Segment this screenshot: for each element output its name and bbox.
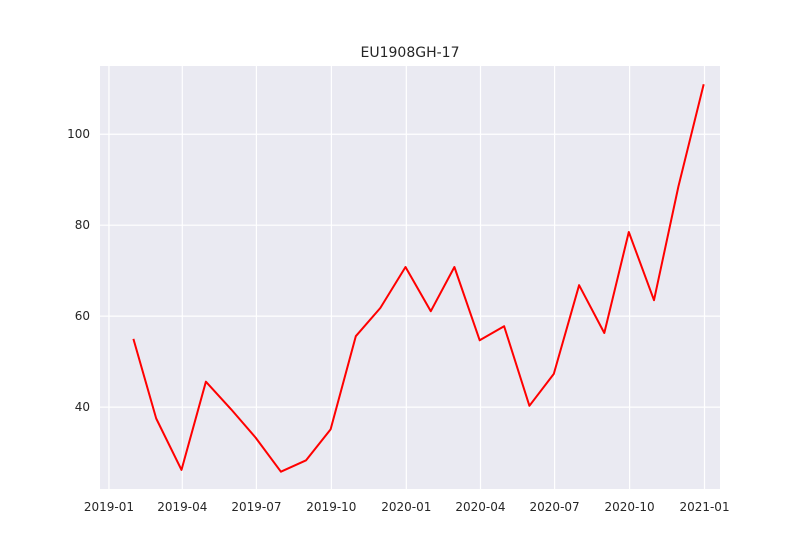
x-tick-label: 2019-10 bbox=[306, 500, 356, 514]
x-tick-label: 2019-01 bbox=[84, 500, 134, 514]
gridlines bbox=[100, 66, 720, 489]
plot-area bbox=[100, 66, 720, 489]
x-tick-label: 2019-04 bbox=[157, 500, 207, 514]
y-tick-label: 60 bbox=[75, 309, 90, 323]
x-tick-label: 2020-10 bbox=[604, 500, 654, 514]
series-line bbox=[132, 83, 705, 473]
x-tick-label: 2020-04 bbox=[455, 500, 505, 514]
y-tick-label: 40 bbox=[75, 400, 90, 414]
x-tick-label: 2020-07 bbox=[530, 500, 580, 514]
chart-title: EU1908GH-17 bbox=[361, 45, 460, 61]
y-tick-label: 100 bbox=[67, 127, 90, 141]
x-tick-label: 2021-01 bbox=[679, 500, 729, 514]
x-tick-label: 2020-01 bbox=[381, 500, 431, 514]
x-tick-label: 2019-07 bbox=[231, 500, 281, 514]
y-tick-label: 80 bbox=[75, 218, 90, 232]
tick-labels: 2019-01 2019-04 2019-07 2019-10 2020-01 2020-… bbox=[67, 127, 729, 514]
